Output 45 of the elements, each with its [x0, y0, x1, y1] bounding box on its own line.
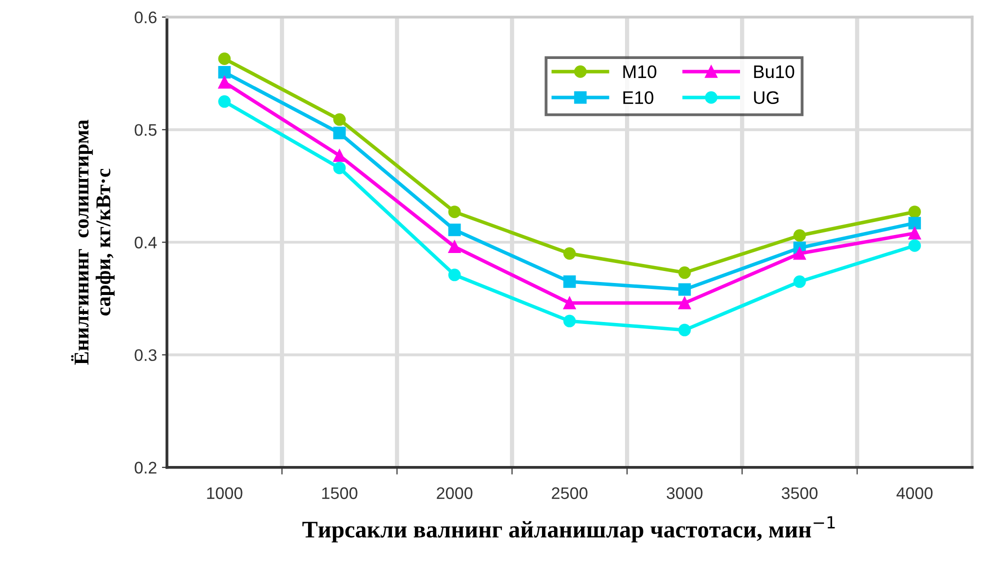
point: [448, 206, 461, 218]
point: [333, 113, 346, 126]
point: [908, 239, 921, 252]
point: [448, 224, 461, 236]
point: [563, 247, 576, 260]
x-tick-label: 3500: [782, 487, 818, 500]
point: [218, 95, 231, 108]
legend-label: E10: [623, 91, 654, 104]
point: [678, 296, 691, 310]
point: [793, 275, 806, 288]
legend-label: M10: [623, 65, 656, 78]
point: [218, 76, 231, 89]
y-tick-label: 0.6: [134, 12, 156, 24]
y-axis-title: Ёнилғининг солиштирма сарфи, кг/кВт·с: [71, 120, 115, 365]
point: [908, 226, 921, 240]
point: [793, 229, 806, 242]
x-tick-label: 3000: [666, 487, 702, 500]
legend-label: Bu10: [754, 65, 794, 78]
point: [678, 266, 691, 279]
point: [678, 324, 691, 336]
y-tick-label: 0.2: [134, 462, 156, 474]
y-tick-label: 0.3: [134, 349, 156, 362]
point: [333, 162, 346, 174]
legend-label: UG: [754, 91, 778, 104]
x-tick-label: 2000: [436, 487, 472, 500]
point: [333, 126, 346, 140]
y-tick-label: 0.4: [134, 236, 157, 248]
point: [333, 149, 346, 162]
point: [563, 275, 576, 288]
point: [218, 52, 231, 66]
point: [218, 66, 231, 79]
x-axis-title: Тирсакли валнинг айланишлар частотаси, мин$^{−1}$: [302, 516, 835, 542]
point: [678, 283, 691, 296]
x-tick-label: 4000: [896, 487, 933, 500]
point: [908, 216, 921, 230]
point: [563, 314, 576, 328]
x-tick-label: 1500: [322, 487, 358, 500]
y-tick-label: 0.5: [134, 124, 157, 136]
x-tick-label: 2500: [552, 487, 588, 500]
x-tick-label: 1000: [207, 487, 242, 500]
point: [908, 206, 921, 218]
point: [448, 268, 461, 282]
point: [793, 247, 806, 260]
point: [563, 296, 576, 310]
point: [448, 240, 461, 254]
